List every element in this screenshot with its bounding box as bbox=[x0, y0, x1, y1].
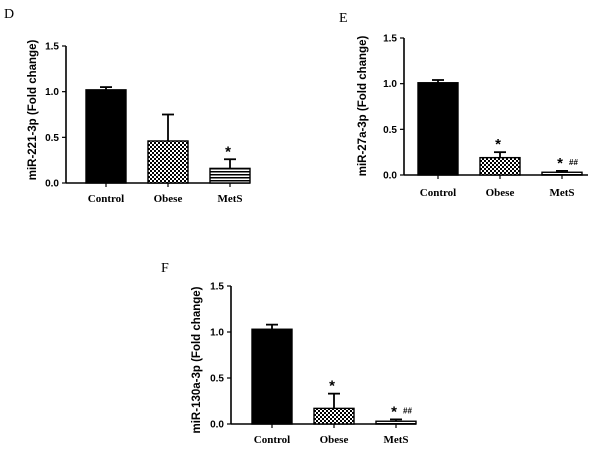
panel-e-bar-mets bbox=[541, 171, 583, 176]
panel-e-category-label-obese: Obese bbox=[486, 187, 515, 199]
panel-letter-e: E bbox=[339, 11, 348, 26]
panel-e-category-labels: Control Obese MetS bbox=[420, 175, 575, 199]
panel-e-bars: * * ## bbox=[417, 79, 583, 176]
panel-f-chart: F miR-130a-3p (Fold change) 0.0 0.5 1.0 1.5… bbox=[161, 261, 417, 446]
panel-e-y-tick-label: 1.0 bbox=[383, 79, 397, 90]
panel-f-category-labels: Control Obese MetS bbox=[254, 424, 409, 446]
panel-e-significance-star-obese: * bbox=[495, 136, 501, 153]
panel-d-category-label-mets: MetS bbox=[217, 193, 242, 205]
panel-d-category-label-obese: Obese bbox=[154, 193, 183, 205]
panel-d-category-label-control: Control bbox=[88, 193, 124, 205]
panel-d-bar-obese bbox=[147, 140, 189, 184]
panel-d-y-tick-label: 1.0 bbox=[45, 87, 59, 98]
panel-e-bar-obese bbox=[479, 156, 521, 176]
panel-f-bar-mets bbox=[375, 420, 417, 425]
panel-d-bar-mets bbox=[209, 167, 251, 184]
panel-e-significance-star-mets: * bbox=[557, 155, 563, 172]
panel-f-y-tick-label: 0.0 bbox=[210, 420, 224, 431]
panel-f-category-label-obese: Obese bbox=[320, 434, 349, 446]
panel-e-y-tick-label: 0.0 bbox=[383, 171, 397, 182]
panel-e-category-label-control: Control bbox=[420, 187, 456, 199]
panel-e-y-tick-label: 0.5 bbox=[383, 125, 397, 136]
panel-e-category-label-mets: MetS bbox=[549, 187, 574, 199]
panel-f-bars: * * ## bbox=[251, 323, 417, 425]
panel-f-bar-control bbox=[251, 328, 293, 425]
panel-e-y-axis-title: miR-27a-3p (Fold change) bbox=[357, 36, 369, 177]
panel-f-significance-hash-mets: ## bbox=[403, 406, 412, 415]
panel-d-y-tick-label: 0.0 bbox=[45, 179, 59, 190]
panel-f-category-label-control: Control bbox=[254, 434, 290, 446]
panel-f-significance-star-mets: * bbox=[391, 403, 397, 420]
panel-d-significance-star-mets: * bbox=[225, 143, 231, 160]
panel-f-y-tick-label: 0.5 bbox=[210, 374, 224, 385]
panel-d-y-tick-label: 1.5 bbox=[45, 42, 59, 53]
panel-d-y-axis-title: miR-221-3p (Fold change) bbox=[27, 40, 39, 181]
panel-d-bars: * bbox=[85, 86, 251, 184]
panel-f-y-tick-label: 1.0 bbox=[210, 328, 224, 339]
panel-f-y-tick-label: 1.5 bbox=[210, 282, 224, 293]
panel-d-category-labels: Control Obese MetS bbox=[88, 183, 243, 205]
panel-letter-f: F bbox=[161, 261, 169, 276]
panel-e-significance-hash-mets: ## bbox=[569, 158, 578, 167]
panel-e-y-tick-label: 1.5 bbox=[383, 34, 397, 45]
panel-e-chart: E miR-27a-3p (Fold change) 0.00.51.01.5 … bbox=[339, 11, 588, 199]
panel-d-bar-control bbox=[85, 89, 127, 184]
panel-e-bar-control bbox=[417, 82, 459, 176]
panel-d-y-tick-label: 0.5 bbox=[45, 133, 59, 144]
panel-f-significance-star-obese: * bbox=[329, 378, 335, 395]
panel-f-y-ticks: 0.0 0.5 1.0 1.5 bbox=[210, 282, 416, 431]
panel-d-chart: D miR-221-3p (Fold change) 0.00.51.01.5 … bbox=[4, 7, 251, 205]
panel-f-bar-obese bbox=[313, 407, 355, 425]
panel-f-y-axis-title: miR-130a-3p (Fold change) bbox=[191, 286, 203, 433]
panel-letter-d: D bbox=[4, 7, 14, 22]
panel-f-category-label-mets: MetS bbox=[383, 434, 408, 446]
